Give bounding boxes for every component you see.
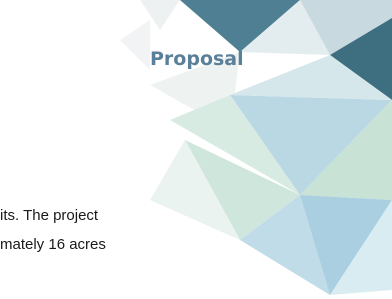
slide-title: Proposal (150, 48, 244, 70)
slide: Proposal its. The project mately 16 acre… (0, 0, 392, 299)
body-line: mately 16 acres (0, 236, 106, 253)
body-line: its. The project (0, 207, 99, 224)
